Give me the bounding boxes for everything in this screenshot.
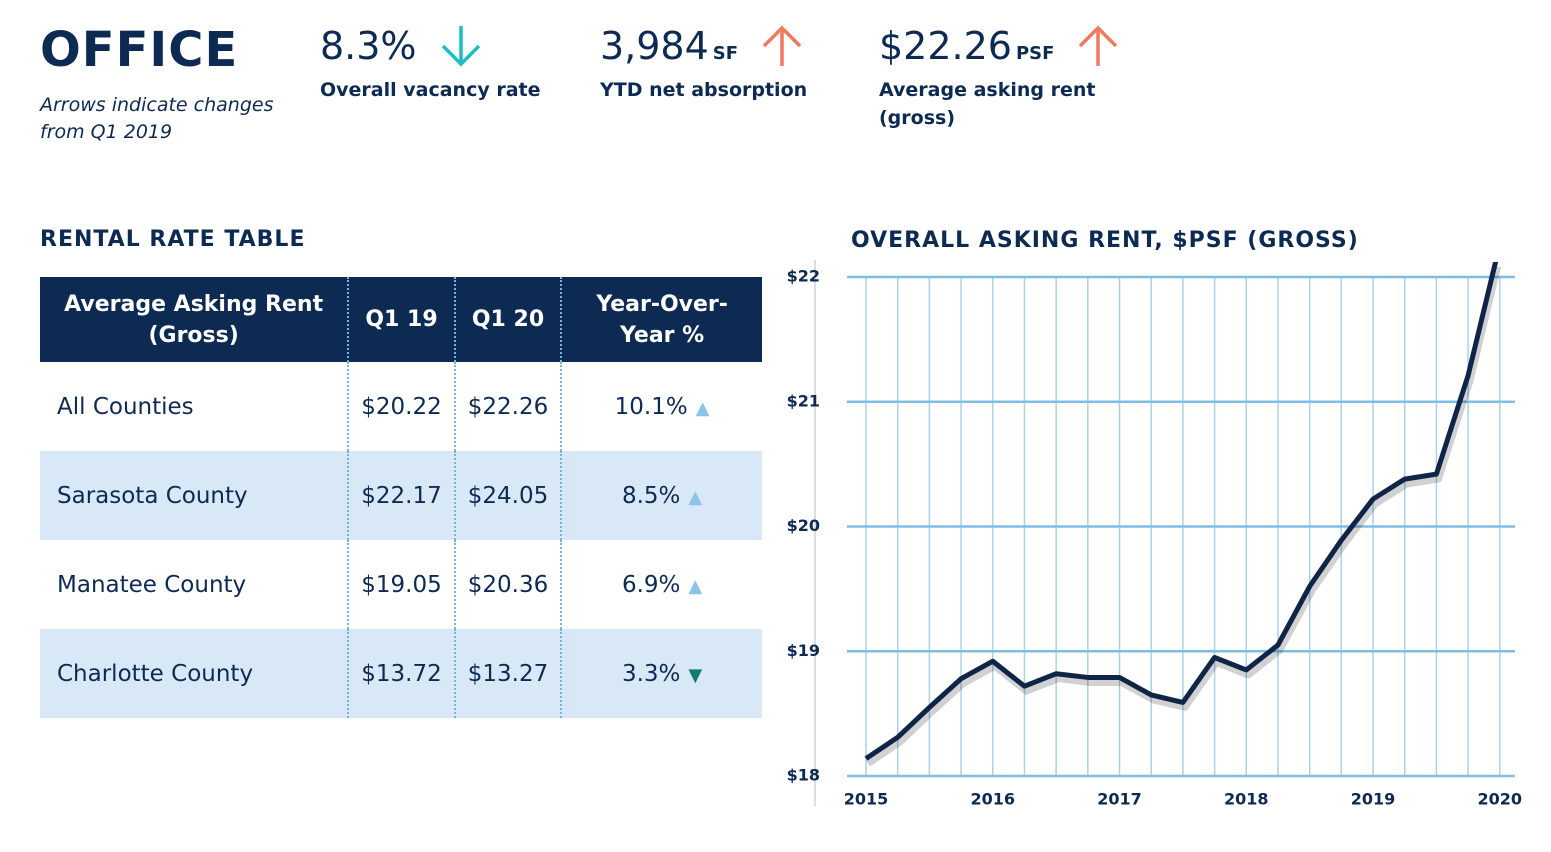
table-row: Manatee County $19.05 $20.36 6.9% ▲ xyxy=(40,540,762,629)
cell-text: Sarasota County xyxy=(57,482,248,509)
table-cell: Sarasota County xyxy=(40,451,349,540)
arrow xyxy=(762,25,802,66)
y-tick-label: $18 xyxy=(787,766,820,785)
stat-value: 3,984 xyxy=(600,24,709,68)
note: Arrows indicate changes from Q1 2019 xyxy=(40,94,274,143)
table-row: Charlotte County $13.72 $13.27 3.3% ▼ xyxy=(40,629,762,718)
y-tick-label: $19 xyxy=(787,641,820,660)
stat-unit: PSF xyxy=(1015,43,1055,64)
stat-label: Average asking rent (gross) xyxy=(879,79,1096,129)
table-cell: $22.17 xyxy=(347,451,455,540)
trend-icon: ▲ xyxy=(688,575,703,597)
cell-text: All Counties xyxy=(57,393,194,420)
cell-text: $24.05 xyxy=(467,482,549,509)
table-cell: $13.27 xyxy=(453,629,562,718)
arrow-icon xyxy=(1079,25,1118,66)
table-row: All Counties $20.22 $22.26 10.1% ▲ xyxy=(40,362,762,451)
arrow xyxy=(1079,25,1118,66)
stat: 3,984 SF YTD net absorption xyxy=(600,24,830,104)
table-cell: $24.05 xyxy=(453,451,562,540)
stat: 8.3% Overall vacancy rate xyxy=(320,24,550,104)
arrow-icon xyxy=(441,26,480,67)
table-cell: $19.05 xyxy=(347,540,455,629)
stat-row: 8.3% xyxy=(320,24,550,68)
column-header: Q1 19 xyxy=(347,277,455,362)
table-cell: $20.22 xyxy=(347,362,455,451)
line-shadow xyxy=(866,267,1502,767)
cell-text: $20.36 xyxy=(467,571,549,598)
stat-value: 8.3% xyxy=(320,24,417,68)
cell-text: $13.72 xyxy=(361,660,442,687)
stat-row: $22.26 PSF xyxy=(879,24,1122,68)
y-tick-label: $22 xyxy=(787,267,820,286)
stat-value: $22.26 xyxy=(879,24,1012,68)
x-tick-label: 2015 xyxy=(844,790,889,809)
cell-text: Manatee County xyxy=(57,571,247,598)
cell-text: 8.5% xyxy=(621,482,681,509)
stat-row: 3,984 SF xyxy=(600,24,830,68)
chart: OVERALL ASKING RENT, $PSF (GROSS) $18 $19… xyxy=(787,228,1523,809)
cell-text: $19.05 xyxy=(361,571,442,598)
trend-icon: ▼ xyxy=(688,664,703,686)
trend-icon: ▲ xyxy=(688,486,703,508)
cell-text: $22.17 xyxy=(361,482,442,509)
table-cell: 3.3% ▼ xyxy=(560,629,762,718)
cell-text: 10.1% xyxy=(614,393,688,420)
line xyxy=(864,262,1499,761)
arrow-icon xyxy=(762,25,802,66)
x-tick-label: 2020 xyxy=(1478,790,1523,809)
stat-label: YTD net absorption xyxy=(600,79,808,101)
y-tick-label: $21 xyxy=(787,391,820,410)
table-cell: $13.72 xyxy=(347,629,455,718)
table-cell: $20.36 xyxy=(453,540,562,629)
table-cell: Manatee County xyxy=(40,540,348,629)
stat-label: Overall vacancy rate xyxy=(320,79,541,101)
stat-unit: SF xyxy=(712,43,739,64)
cell-text: $13.27 xyxy=(467,660,549,687)
column-header: Year-Over-Year % xyxy=(560,277,762,362)
x-tick-label: 2018 xyxy=(1224,790,1269,809)
table-cell: Charlotte County xyxy=(40,629,349,718)
cell-text: $22.26 xyxy=(467,393,549,420)
x-tick-label: 2016 xyxy=(971,790,1016,809)
arrow xyxy=(441,26,480,67)
y-tick-label: $20 xyxy=(787,516,820,535)
x-tick-label: 2017 xyxy=(1097,790,1142,809)
table-row: Sarasota County $22.17 $24.05 8.5% ▲ xyxy=(40,451,762,540)
trend-icon: ▲ xyxy=(695,397,710,419)
cell-text: 6.9% xyxy=(621,571,681,598)
stat: $22.26 PSF Average asking rent (gross) xyxy=(879,24,1122,132)
column-header: Average Asking Rent (Gross) xyxy=(40,277,349,362)
column-header: Q1 20 xyxy=(453,277,562,362)
table-cell: All Counties xyxy=(40,362,348,451)
table-title: RENTAL RATE TABLE xyxy=(40,227,306,252)
chart-title: OVERALL ASKING RENT, $PSF (GROSS) xyxy=(851,228,1359,253)
page-title: OFFICE xyxy=(40,22,239,78)
table-cell: $22.26 xyxy=(453,362,562,451)
cell-text: $20.22 xyxy=(361,393,442,420)
table-cell: 6.9% ▲ xyxy=(560,540,762,629)
table-cell: 10.1% ▲ xyxy=(560,362,762,451)
rental-table: Average Asking Rent (Gross) Q1 19 Q1 20 Yea… xyxy=(40,277,762,718)
cell-text: Charlotte County xyxy=(57,660,254,687)
cell-text: 3.3% xyxy=(621,660,681,687)
x-tick-label: 2019 xyxy=(1351,790,1396,809)
table-cell: 8.5% ▲ xyxy=(560,451,762,540)
